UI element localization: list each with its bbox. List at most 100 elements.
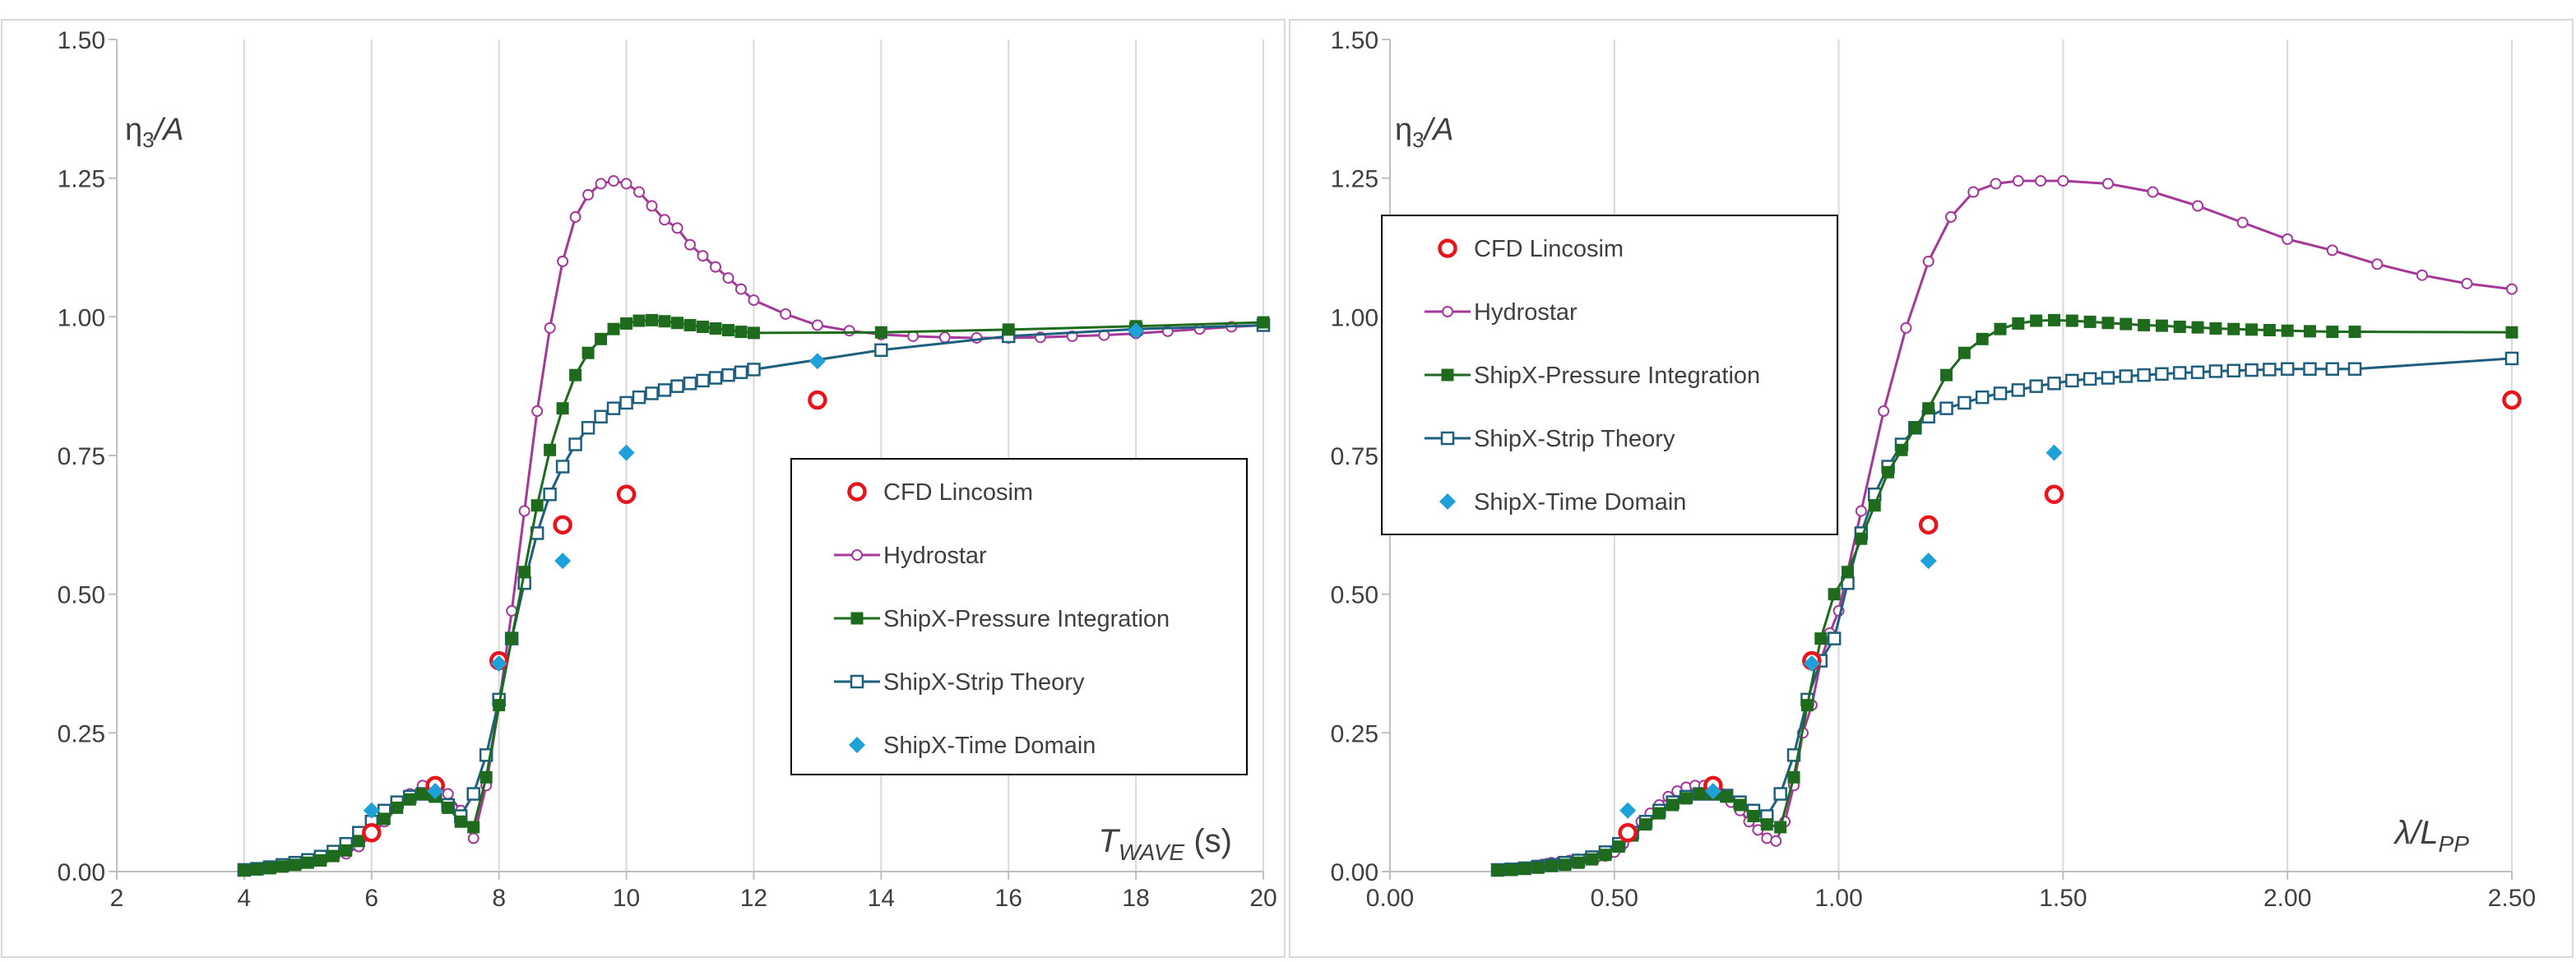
- data-point-shipx-pressure-integration: [2227, 322, 2240, 335]
- data-point-hydrostar: [938, 331, 951, 344]
- data-point-hydrostar: [709, 261, 721, 273]
- data-point-shipx-strip-theory: [683, 377, 697, 391]
- data-point-shipx-strip-theory: [2101, 371, 2115, 385]
- data-point-shipx-pressure-integration: [1720, 790, 1733, 803]
- data-point-shipx-strip-theory: [2303, 362, 2317, 377]
- legend-marker: [1440, 431, 1455, 446]
- series-shipx-time-domain: [363, 322, 1145, 819]
- data-point-shipx-strip-theory: [466, 787, 480, 801]
- data-point-hydrostar: [2282, 233, 2294, 245]
- legend-label: ShipX-Pressure Integration: [1474, 363, 1760, 389]
- data-point-shipx-pressure-integration: [530, 499, 544, 512]
- legend-marker: [1441, 368, 1454, 382]
- data-point-shipx-pressure-integration: [1882, 465, 1895, 479]
- data-point-hydrostar: [1990, 178, 2002, 190]
- data-point-shipx-pressure-integration: [721, 324, 734, 337]
- data-point-shipx-pressure-integration: [646, 313, 659, 326]
- data-point-shipx-pressure-integration: [696, 320, 709, 333]
- data-point-shipx-strip-theory: [606, 401, 621, 415]
- data-point-shipx-pressure-integration: [289, 858, 302, 872]
- data-point-hydrostar: [2416, 269, 2428, 281]
- data-point-cfd-lincosim: [808, 390, 827, 410]
- data-point-shipx-pressure-integration: [378, 812, 391, 826]
- data-point-shipx-pressure-integration: [2101, 317, 2115, 330]
- x-tick-label: 1.00: [1814, 885, 1862, 912]
- data-point-shipx-time-domain: [618, 444, 635, 461]
- x-tick-label: 4: [238, 885, 252, 912]
- data-point-shipx-pressure-integration: [352, 835, 365, 848]
- data-point-shipx-pressure-integration: [569, 368, 582, 382]
- data-point-shipx-strip-theory: [2226, 363, 2240, 378]
- x-tick-label: 2.50: [2488, 885, 2536, 912]
- data-point-shipx-pressure-integration: [2120, 317, 2133, 331]
- data-point-shipx-pressure-integration: [658, 315, 671, 328]
- data-point-shipx-pressure-integration: [518, 566, 531, 579]
- data-point-cfd-lincosim: [362, 823, 382, 843]
- legend-label: ShipX-Time Domain: [1474, 489, 1686, 516]
- data-point-shipx-pressure-integration: [1800, 699, 1814, 712]
- data-point-shipx-strip-theory: [2245, 363, 2259, 377]
- data-point-shipx-pressure-integration: [1531, 861, 1545, 874]
- legend-item-cfd-lincosim: CFD Lincosim: [847, 479, 1033, 506]
- data-point-shipx-pressure-integration: [1842, 566, 1855, 579]
- data-point-shipx-strip-theory: [1827, 631, 1842, 645]
- chart-lambda-lpp: 0.00 0.25 0.50 0.75 1.00 1.25 1.50 0.00 0.50 1.00…: [1289, 19, 2574, 958]
- data-point-shipx-pressure-integration: [544, 443, 557, 456]
- legend-item-hydrostar: Hydrostar: [834, 543, 987, 569]
- data-point-shipx-pressure-integration: [2505, 326, 2518, 339]
- data-point-hydrostar: [811, 319, 823, 331]
- data-point-shipx-pressure-integration: [327, 849, 340, 863]
- legend: CFD Lincosim Hydrostar ShipX-Pressure Inte…: [790, 458, 1248, 775]
- data-point-shipx-pressure-integration: [416, 788, 429, 801]
- data-point-hydrostar: [659, 214, 671, 226]
- legend-marker: [1438, 238, 1457, 258]
- data-point-shipx-strip-theory: [645, 386, 659, 400]
- data-point-shipx-pressure-integration: [1868, 499, 1881, 512]
- data-point-hydrostar: [518, 505, 530, 517]
- chart-panel-right: 0.00 0.25 0.50 0.75 1.00 1.25 1.50 0.00 0.50 1.00…: [1288, 0, 2576, 962]
- data-point-hydrostar: [2192, 200, 2204, 212]
- data-point-shipx-pressure-integration: [2047, 313, 2060, 326]
- x-tick-label: 1.50: [2039, 885, 2087, 912]
- data-point-shipx-strip-theory: [708, 371, 723, 385]
- data-point-shipx-pressure-integration: [2303, 325, 2316, 338]
- data-point-shipx-time-domain: [1920, 553, 1937, 570]
- data-point-shipx-pressure-integration: [671, 317, 684, 330]
- data-point-shipx-strip-theory: [2263, 363, 2277, 377]
- data-point-hydrostar: [2012, 175, 2024, 187]
- y-tick-label: 0.25: [1331, 720, 1378, 747]
- data-point-shipx-strip-theory: [2155, 367, 2169, 382]
- data-point-shipx-pressure-integration: [747, 326, 760, 340]
- x-axis-label: λ/LPP: [2393, 815, 2470, 857]
- data-point-hydrostar: [569, 210, 581, 223]
- legend-marker: [1442, 306, 1453, 317]
- data-point-hydrostar: [2147, 186, 2159, 198]
- data-point-hydrostar: [544, 321, 556, 334]
- data-point-shipx-strip-theory: [1957, 395, 1971, 410]
- x-axis-label: TWAVE (s): [1098, 823, 1232, 865]
- data-point-shipx-pressure-integration: [874, 326, 887, 339]
- data-point-hydrostar: [1922, 255, 1934, 267]
- data-point-hydrostar: [2506, 283, 2518, 295]
- data-point-shipx-time-domain: [808, 353, 826, 370]
- data-point-hydrostar: [646, 200, 658, 212]
- legend-marker: [847, 482, 867, 502]
- legend: CFD Lincosim Hydrostar ShipX-Pressure Inte…: [1381, 215, 1838, 535]
- data-point-hydrostar: [971, 331, 983, 344]
- data-point-hydrostar: [620, 178, 632, 190]
- data-point-shipx-pressure-integration: [1559, 858, 1572, 872]
- x-tick-label: 10: [613, 885, 640, 912]
- data-point-shipx-strip-theory: [568, 437, 582, 451]
- data-point-shipx-pressure-integration: [403, 793, 416, 806]
- y-tick-label: 1.25: [58, 166, 105, 193]
- data-point-shipx-time-domain: [1619, 802, 1637, 819]
- legend-label: CFD Lincosim: [883, 479, 1033, 506]
- data-point-shipx-strip-theory: [2029, 379, 2043, 393]
- y-tick-label: 0.25: [58, 720, 105, 747]
- data-point-shipx-pressure-integration: [340, 844, 353, 857]
- data-point-shipx-pressure-integration: [1491, 864, 1504, 877]
- data-point-shipx-pressure-integration: [595, 332, 608, 345]
- data-point-hydrostar: [1770, 835, 1782, 847]
- data-point-hydrostar: [582, 188, 595, 201]
- data-point-shipx-strip-theory: [2119, 369, 2134, 383]
